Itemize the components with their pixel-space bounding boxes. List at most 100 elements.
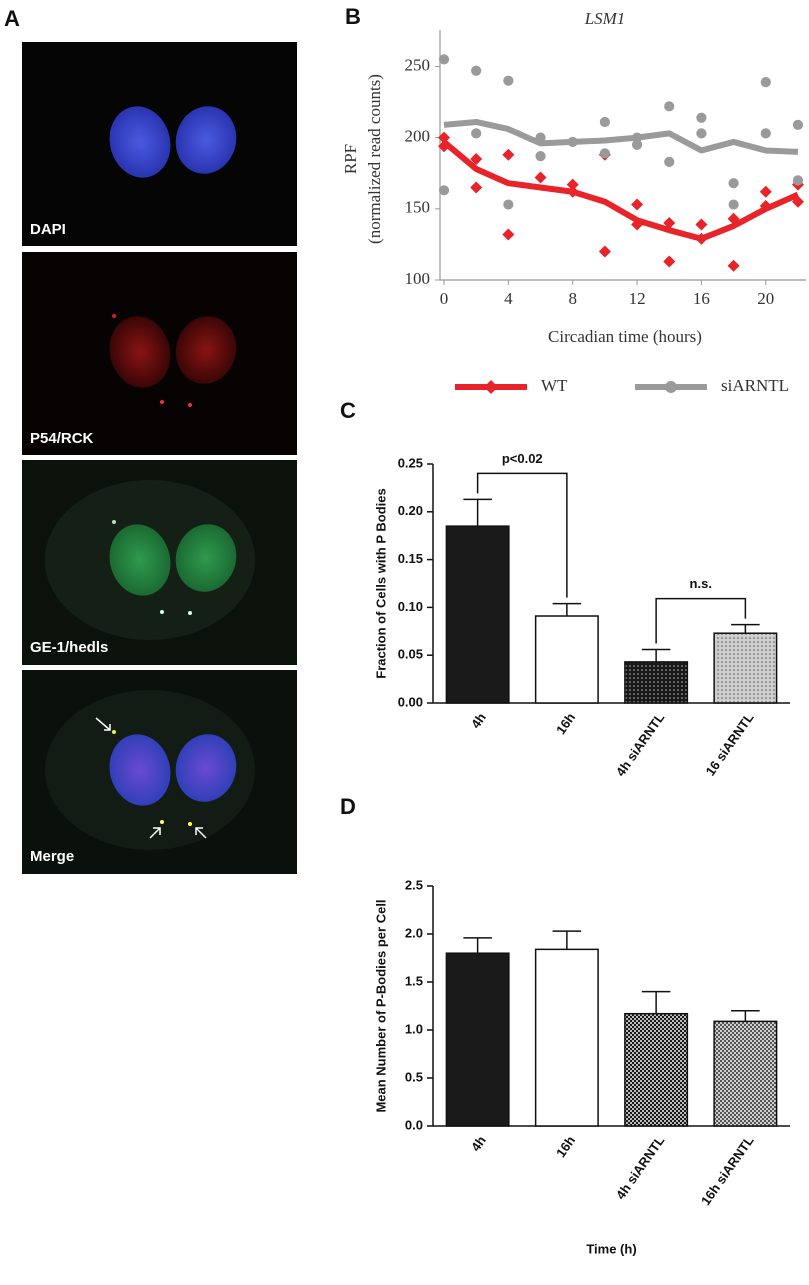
micrograph: Merge — [22, 670, 297, 874]
error-bar — [552, 602, 582, 617]
point — [728, 199, 739, 210]
point — [503, 75, 514, 86]
micrograph: DAPI — [22, 42, 297, 246]
error-bar — [731, 623, 760, 634]
panel-label: D — [340, 794, 356, 819]
point — [663, 217, 676, 230]
point — [663, 255, 676, 268]
x-tick-label: 8 — [568, 289, 577, 308]
series-line — [442, 139, 800, 242]
point — [728, 178, 739, 189]
x-tick-label: 16h siARNTL — [698, 1133, 757, 1208]
bar — [534, 948, 599, 1127]
point — [664, 156, 675, 167]
panel-label: C — [340, 398, 356, 423]
legend-label: WT — [541, 376, 568, 395]
panel-label: A — [4, 6, 20, 31]
bar — [624, 661, 689, 704]
error-bar — [463, 937, 492, 954]
x-tick-label: 4 — [504, 289, 513, 308]
image-label: Merge — [30, 848, 74, 865]
y-tick-label: 0.15 — [398, 551, 423, 566]
error-bar — [731, 1010, 760, 1022]
x-axis-label: Circadian time (hours) — [548, 327, 702, 346]
error-bar — [463, 498, 492, 527]
y-tick-label: 0.00 — [398, 694, 423, 709]
image-label: GE-1/hedls — [30, 639, 108, 656]
point — [438, 185, 450, 196]
point — [759, 185, 772, 198]
point — [566, 178, 579, 191]
x-tick-label: 12 — [629, 289, 646, 308]
point — [566, 185, 579, 198]
point — [664, 101, 675, 112]
x-axis-label: Time (h) — [586, 1241, 636, 1256]
point — [438, 140, 450, 153]
x-tick-label: 4h — [468, 710, 489, 731]
x-tick-label: 0 — [440, 289, 449, 308]
error-bar — [552, 930, 582, 950]
y-tick-label: 1.0 — [405, 1021, 423, 1036]
point — [727, 259, 740, 272]
legend-marker — [665, 381, 677, 393]
legend-label: siARNTL — [721, 376, 789, 395]
point — [696, 128, 707, 139]
point — [567, 136, 578, 148]
y-tick-label: 250 — [405, 55, 431, 74]
bar — [713, 1020, 778, 1127]
bar — [713, 632, 778, 704]
point — [471, 65, 482, 76]
y-axis-label: (normalized read counts) — [365, 74, 384, 244]
significance-bracket — [476, 472, 568, 598]
y-tick-label: 2.0 — [405, 925, 423, 940]
image-label: DAPI — [30, 221, 66, 238]
y-tick-label: 100 — [405, 269, 431, 288]
point — [599, 148, 610, 159]
point — [503, 199, 514, 210]
y-axis-label: Mean Number of P-Bodies per Cell — [373, 899, 388, 1112]
x-tick-label: 20 — [757, 289, 774, 308]
image-label: P54/RCK — [30, 430, 94, 447]
point — [760, 77, 771, 88]
point — [470, 181, 483, 194]
point — [792, 119, 804, 130]
y-tick-label: 2.5 — [405, 877, 423, 892]
y-tick-label: 200 — [405, 127, 431, 146]
point — [502, 148, 515, 161]
point — [631, 218, 644, 231]
x-tick-label: 16 — [693, 289, 710, 308]
micrograph: GE-1/hedls — [22, 460, 297, 665]
point — [471, 128, 482, 139]
point — [438, 54, 450, 65]
y-tick-label: 0.25 — [398, 455, 423, 470]
x-tick-label: 16 siARNTL — [703, 710, 757, 778]
legend-marker — [484, 380, 498, 394]
point — [696, 112, 707, 123]
bar — [445, 952, 510, 1127]
point — [791, 195, 804, 208]
x-tick-label: 4h siARNTL — [613, 1133, 668, 1202]
y-tick-label: 0.05 — [398, 647, 423, 662]
point — [598, 245, 611, 258]
point — [695, 218, 708, 231]
panel-label: B — [345, 4, 361, 29]
chart-title: LSM1 — [584, 9, 626, 28]
point — [760, 128, 771, 139]
point — [727, 212, 740, 225]
error-bar — [641, 648, 671, 662]
point — [534, 171, 547, 184]
y-axis-label: RPF — [341, 144, 360, 174]
point — [599, 116, 610, 128]
point — [631, 139, 643, 150]
bar — [445, 525, 510, 704]
x-tick-label: 16h — [553, 710, 578, 737]
point — [535, 132, 546, 143]
x-tick-label: 16h — [553, 1133, 578, 1160]
point — [631, 198, 644, 211]
point — [759, 199, 772, 212]
annotation: n.s. — [690, 576, 712, 591]
point — [438, 131, 450, 144]
y-tick-label: 150 — [405, 198, 431, 217]
point — [470, 153, 483, 165]
point — [631, 132, 643, 143]
